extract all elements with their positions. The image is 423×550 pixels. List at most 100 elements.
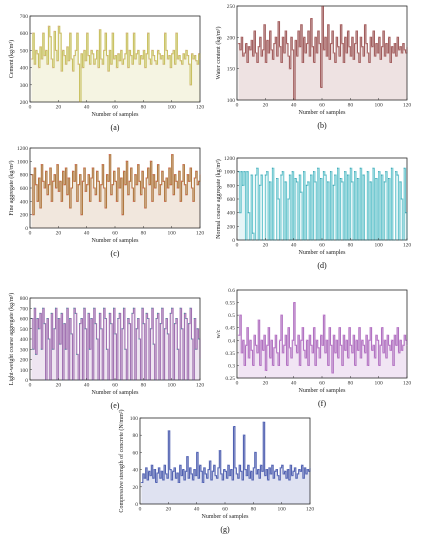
data-point-d-20 xyxy=(264,174,266,176)
data-point-f-115 xyxy=(399,339,401,341)
data-point-a-96 xyxy=(165,49,167,51)
x-tick-label-d: 100 xyxy=(375,243,384,249)
data-point-a-56 xyxy=(108,49,110,51)
data-point-b-111 xyxy=(393,43,395,45)
y-tick-label-a: 500 xyxy=(20,48,29,54)
data-point-b-69 xyxy=(334,61,336,63)
data-point-a-37 xyxy=(81,67,83,69)
data-point-a-2 xyxy=(32,32,34,34)
data-point-b-11 xyxy=(252,55,254,57)
data-point-a-99 xyxy=(169,67,171,69)
data-point-c-40 xyxy=(86,184,88,186)
data-point-a-31 xyxy=(73,55,75,57)
data-point-e-104 xyxy=(176,348,178,350)
data-point-e-16 xyxy=(52,348,54,350)
data-point-e-89 xyxy=(155,318,157,319)
data-point-b-54 xyxy=(313,61,314,63)
data-point-g-64 xyxy=(230,469,232,471)
data-point-c-64 xyxy=(120,177,122,179)
x-tick-label-b: 80 xyxy=(348,103,354,109)
x-tick-label-e: 40 xyxy=(84,383,90,389)
data-point-f-20 xyxy=(264,369,266,371)
y-tick-label-a: 600 xyxy=(20,31,29,37)
data-point-f-88 xyxy=(361,339,363,341)
data-point-d-64 xyxy=(327,181,329,183)
data-point-f-84 xyxy=(355,339,357,341)
x-tick-label-c: 0 xyxy=(29,231,32,237)
data-point-c-17 xyxy=(53,174,55,176)
data-point-c-75 xyxy=(135,184,137,186)
series-area-e xyxy=(31,308,201,380)
data-point-f-10 xyxy=(250,349,252,351)
data-point-f-58 xyxy=(318,357,320,359)
data-point-e-3 xyxy=(33,307,35,309)
data-point-g-4 xyxy=(145,467,147,469)
data-point-d-54 xyxy=(313,171,314,173)
data-point-g-12 xyxy=(156,472,158,474)
data-point-f-69 xyxy=(334,352,336,354)
data-point-c-86 xyxy=(151,200,153,202)
data-point-c-79 xyxy=(141,170,143,172)
data-point-c-14 xyxy=(49,167,51,169)
data-point-a-34 xyxy=(77,63,79,65)
data-point-f-11 xyxy=(252,364,254,366)
data-point-b-107 xyxy=(388,36,390,38)
data-point-b-86 xyxy=(358,61,360,63)
data-point-e-22 xyxy=(60,312,62,314)
data-point-e-60 xyxy=(114,333,116,335)
data-point-d-23 xyxy=(269,181,271,183)
data-point-f-49 xyxy=(305,339,307,341)
data-point-f-30 xyxy=(279,339,280,341)
data-point-f-91 xyxy=(365,334,367,336)
x-tick-label-a: 60 xyxy=(112,105,118,111)
data-point-f-76 xyxy=(344,349,346,351)
data-point-f-81 xyxy=(351,352,353,354)
data-point-e-6 xyxy=(38,328,39,330)
data-point-f-52 xyxy=(310,344,312,346)
x-tick-label-c: 60 xyxy=(112,231,118,237)
y-tick-label-g: 0 xyxy=(135,502,138,508)
data-point-g-98 xyxy=(278,479,280,481)
data-point-d-118 xyxy=(403,167,405,169)
data-point-b-14 xyxy=(256,61,258,63)
data-point-b-43 xyxy=(297,30,299,32)
data-point-d-107 xyxy=(388,178,390,179)
y-tick-label-f: 0.25 xyxy=(225,376,235,382)
data-point-b-12 xyxy=(253,30,255,32)
data-point-e-97 xyxy=(166,333,168,335)
series-area-g xyxy=(141,422,310,504)
data-point-c-118 xyxy=(196,184,198,186)
data-point-g-72 xyxy=(241,479,243,481)
data-point-d-4 xyxy=(242,184,244,186)
data-point-g-76 xyxy=(247,464,249,466)
data-point-f-113 xyxy=(396,327,398,329)
data-point-f-95 xyxy=(371,349,373,351)
data-point-c-50 xyxy=(100,184,102,186)
y-tick-label-e: 600 xyxy=(20,317,29,323)
data-point-b-104 xyxy=(383,55,385,57)
data-point-g-42 xyxy=(199,464,200,466)
data-point-b-16 xyxy=(259,36,261,38)
data-point-e-41 xyxy=(87,312,89,314)
chart-panel-a: 0 20 40 60 80 100 120 200 300 400 500 600 700 Number … xyxy=(8,14,204,132)
data-point-b-45 xyxy=(300,24,302,26)
data-point-e-15 xyxy=(50,312,52,314)
x-tick-label-d: 80 xyxy=(348,243,354,249)
x-tick-label-a: 20 xyxy=(56,105,62,111)
y-tick-label-d: 1200 xyxy=(224,156,235,162)
data-point-c-70 xyxy=(128,180,130,182)
y-tick-label-b: 250 xyxy=(227,4,236,10)
data-point-g-119 xyxy=(308,470,310,472)
data-point-d-112 xyxy=(395,171,397,173)
data-point-g-14 xyxy=(159,477,161,479)
data-point-c-95 xyxy=(164,200,166,202)
data-point-c-16 xyxy=(52,180,54,182)
data-point-a-13 xyxy=(47,25,49,27)
data-point-c-102 xyxy=(174,174,175,176)
data-point-b-113 xyxy=(396,36,398,38)
data-point-d-113 xyxy=(396,174,398,176)
data-point-c-119 xyxy=(198,180,200,182)
data-point-g-16 xyxy=(162,479,164,481)
data-point-e-73 xyxy=(132,307,134,309)
data-point-f-74 xyxy=(341,364,343,366)
